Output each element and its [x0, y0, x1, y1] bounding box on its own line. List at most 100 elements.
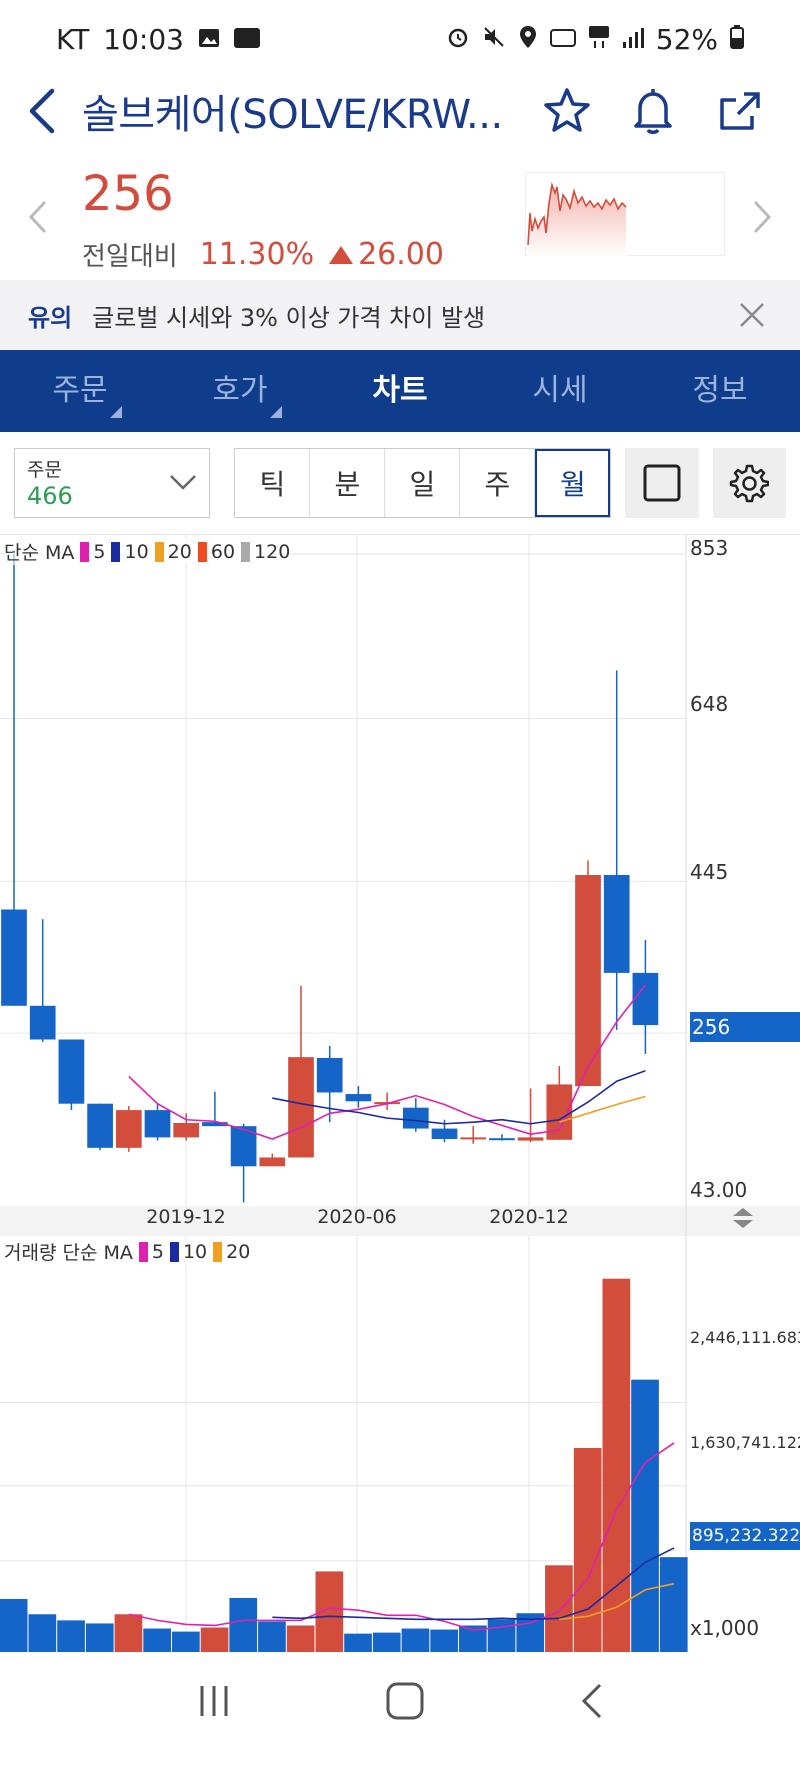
ma60-swatch: [197, 541, 207, 562]
back-button[interactable]: [26, 83, 74, 139]
square-icon: [643, 464, 681, 502]
pass-icon: [234, 23, 260, 56]
ma120-swatch: [241, 541, 251, 562]
ma20-swatch: [154, 541, 164, 562]
candle: [431, 1128, 458, 1139]
candle: [460, 1137, 487, 1140]
chart-canvas: [0, 534, 800, 1652]
volume-bar: [573, 1448, 602, 1652]
vma20-label: 20: [226, 1240, 251, 1263]
candle: [115, 1110, 142, 1148]
candle: [259, 1157, 286, 1167]
tab-chart[interactable]: 차트: [372, 373, 428, 408]
alarm-button[interactable]: [618, 81, 688, 141]
location-icon: [518, 23, 538, 56]
time: 10:03: [103, 22, 184, 56]
candle: [87, 1103, 113, 1148]
volume-bar: [631, 1379, 659, 1652]
fullscreen-button[interactable]: [625, 448, 699, 518]
volume-bar: [286, 1625, 315, 1652]
ma20-line: [559, 1095, 646, 1123]
status-bar: KT 10:03 52%: [0, 0, 800, 78]
volume-legend: 거래량 단순 MA 5 10 20: [4, 1238, 251, 1265]
app-header: 솔브케어(SOLVE/KRW...: [0, 78, 800, 144]
prev-asset-button[interactable]: [28, 200, 48, 238]
period-month-button[interactable]: 월: [535, 449, 611, 517]
home-button[interactable]: [385, 1681, 425, 1725]
volume-bar: [114, 1614, 143, 1652]
up-triangle-icon: [329, 245, 354, 264]
tab-info[interactable]: 정보: [692, 373, 748, 408]
gear-icon: [730, 464, 770, 503]
volume-bar: [172, 1631, 200, 1652]
x-tick-label: 2020-06: [317, 1206, 397, 1228]
tab-order[interactable]: 주문: [0, 350, 160, 432]
chart-toolbar: 주문 466 틱 분 일 주 월: [0, 432, 800, 534]
price-tick-label: 648: [690, 692, 729, 716]
vma5-label: 5: [151, 1240, 164, 1263]
ma10-swatch: [111, 541, 121, 562]
battery-level: 52%: [655, 22, 718, 56]
price-tick-label: 853: [690, 536, 729, 560]
candle: [316, 1057, 343, 1093]
next-asset-button[interactable]: [752, 200, 772, 238]
tab-quotes[interactable]: 시세: [532, 373, 588, 408]
volume-bar: [143, 1628, 171, 1652]
favorite-button[interactable]: [532, 81, 602, 141]
resize-handle-icon[interactable]: [728, 1206, 758, 1234]
candle: [603, 874, 630, 973]
chart-area[interactable]: 단순 MA 5 10 20 60 120 거래량 단순 MA 5 10 20 8…: [0, 534, 800, 1652]
change-amount: 26.00: [358, 237, 444, 272]
ma5-swatch: [80, 541, 90, 562]
order-dropdown-value: 466: [27, 482, 73, 510]
recent-apps-button[interactable]: [196, 1684, 232, 1722]
x-axis-band: [0, 1206, 800, 1236]
current-volume-marker: 895,232.322: [690, 1522, 800, 1550]
ma5-line: [128, 984, 647, 1140]
candle: [202, 1122, 228, 1127]
system-back-button[interactable]: [578, 1682, 604, 1724]
chevron-down-icon: [170, 475, 197, 490]
carrier: KT: [56, 22, 90, 56]
ma120-label: 120: [254, 540, 291, 563]
volume-bar: [0, 1598, 28, 1652]
price-tick-label: 43.00: [690, 1178, 748, 1202]
volume-bar: [372, 1632, 401, 1652]
change-label: 전일대비: [82, 242, 178, 272]
candle: [632, 972, 659, 1026]
warning-text: 글로벌 시세와 3% 이상 가격 차이 발생: [92, 303, 486, 332]
vma5-swatch: [138, 1241, 148, 1262]
volume-tick-label: 2,446,111.683: [690, 1328, 800, 1347]
period-week-button[interactable]: 주: [460, 449, 536, 517]
star-icon: [544, 88, 590, 132]
back-arrow-icon: [29, 88, 55, 134]
period-minute-button[interactable]: 분: [310, 449, 386, 517]
period-day-button[interactable]: 일: [385, 449, 461, 517]
vma20-line: [559, 1582, 675, 1621]
volume-bar: [602, 1278, 631, 1652]
sparkline: [525, 172, 725, 257]
candle: [58, 1039, 85, 1104]
gallery-icon: [198, 23, 220, 56]
mute-icon: [482, 23, 506, 56]
system-nav-bar: [0, 1652, 800, 1754]
x-tick-label: 2020-12: [489, 1206, 569, 1228]
settings-button[interactable]: [712, 448, 787, 518]
candle: [575, 874, 601, 1087]
alarm-icon: [446, 23, 470, 56]
vma10-label: 10: [182, 1240, 208, 1263]
vma20-swatch: [213, 1241, 223, 1262]
vma10-line: [272, 1547, 675, 1621]
volume-tick-label: 1,630,741.122: [690, 1433, 800, 1452]
order-dropdown[interactable]: 주문 466: [14, 448, 211, 518]
close-banner-button[interactable]: [732, 295, 772, 335]
share-button[interactable]: [704, 81, 774, 141]
ma10-line: [272, 1070, 646, 1125]
period-tick-button[interactable]: 틱: [235, 449, 311, 517]
tab-orderbook[interactable]: 호가: [160, 350, 320, 432]
candle: [173, 1122, 200, 1138]
candle: [1, 909, 27, 1006]
signal-icon: [622, 23, 644, 56]
candle: [517, 1137, 544, 1141]
ma60-label: 60: [210, 540, 236, 563]
